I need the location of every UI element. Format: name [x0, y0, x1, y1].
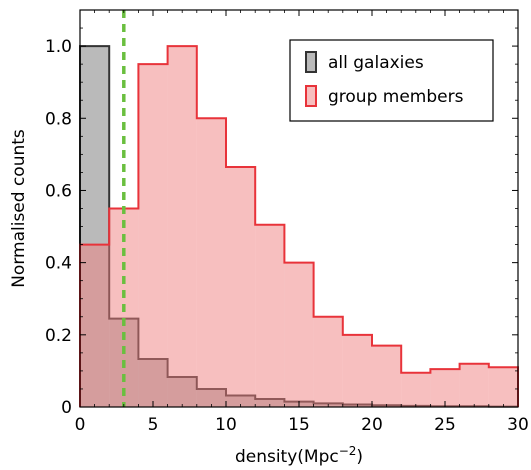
legend-box [289, 39, 494, 122]
bar-group-members [430, 369, 460, 407]
x-axis-label-close: ) [356, 447, 363, 467]
y-tick-label: 0 [61, 398, 72, 418]
x-tick-label: 25 [434, 415, 456, 435]
step-outline-group-members [79, 45, 519, 407]
y-tick-label: 1.0 [45, 37, 72, 57]
bar-group-members [488, 367, 518, 407]
bar-group-members [80, 244, 110, 407]
y-axis-label: Normalised counts [9, 129, 29, 288]
legend-label-group-members: group members [328, 87, 464, 107]
y-tick-label: 0.8 [45, 109, 72, 129]
x-axis-label: density(Mpc−2) [235, 444, 363, 467]
series-group-members [79, 45, 519, 408]
bar-group-members [284, 262, 314, 407]
bar-group-members [196, 118, 226, 407]
legend-label-all-galaxies: all galaxies [328, 53, 424, 73]
legend: all galaxies group members [289, 39, 494, 122]
bar-group-members [313, 316, 343, 407]
bar-group-members [138, 64, 168, 408]
x-tick-label: 30 [507, 415, 529, 435]
bar-group-members [255, 224, 285, 407]
bar-group-members [342, 334, 372, 407]
legend-swatch-group-members [305, 85, 317, 107]
series-layer [79, 45, 519, 408]
bar-group-members [372, 345, 402, 407]
x-tick-label: 15 [288, 415, 310, 435]
bar-group-members [459, 363, 489, 407]
x-tick-label: 20 [361, 415, 383, 435]
x-tick-label: 5 [148, 415, 159, 435]
y-tick-label: 0.6 [45, 181, 72, 201]
bar-group-members [167, 46, 197, 407]
legend-swatch-all-galaxies [305, 51, 317, 73]
bar-group-members [226, 166, 256, 407]
x-tick-label: 10 [215, 415, 237, 435]
x-axis-label-sup: −2 [339, 444, 357, 458]
x-tick-label: 0 [75, 415, 86, 435]
y-tick-label: 0.4 [45, 254, 72, 274]
ticks-layer: 0 5 10 15 20 25 30 0 0.2 0.4 0.6 0.8 1.0 [45, 9, 529, 435]
y-tick-label: 0.2 [45, 326, 72, 346]
x-axis-label-base: density(Mpc [235, 447, 339, 467]
bar-group-members [401, 372, 431, 407]
